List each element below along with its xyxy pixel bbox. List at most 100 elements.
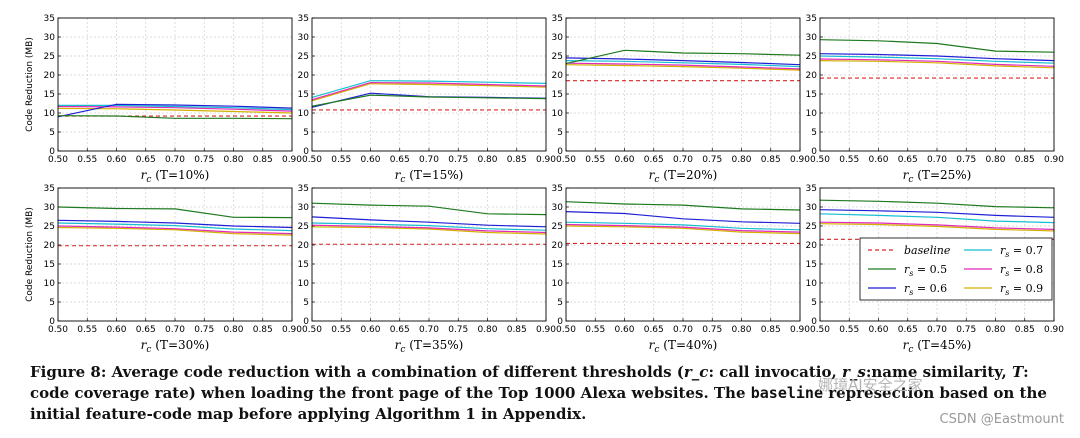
x-tick-label: 0.90 (790, 325, 810, 335)
x-tick-label: 0.70 (165, 155, 185, 165)
series-line-s9 (565, 225, 801, 235)
caption-rc: r_c (683, 363, 709, 381)
series-line-s5 (819, 39, 1055, 53)
x-tick-label: 0.85 (761, 155, 781, 165)
x-tick-label: 0.80 (731, 325, 751, 335)
x-tick-label: 0.60 (106, 155, 126, 165)
y-axis-label: Code Reduction (MB) (25, 207, 35, 302)
subplot-3: 0 5 10 15 20 25 30 35 0.50 0.55 0.60 0.65 0.70 0.75 0.… (552, 14, 811, 185)
series-line-s9 (819, 223, 1055, 232)
x-tick-label: 0.70 (419, 155, 439, 165)
y-tick-label: 15 (298, 90, 309, 100)
x-tick-label: 0.55 (331, 155, 351, 165)
x-tick-label: 0.55 (839, 155, 859, 165)
x-tick-label: 0.80 (985, 325, 1005, 335)
y-tick-label: 35 (44, 14, 55, 24)
x-tick-label: 0.50 (302, 155, 322, 165)
y-tick-label: 20 (552, 241, 564, 251)
x-tick-label: 0.80 (223, 155, 243, 165)
y-tick-label: 25 (298, 52, 309, 62)
series-line-s7 (57, 222, 293, 232)
x-tick-label: 0.65 (644, 325, 664, 335)
x-tick-label: 0.50 (48, 155, 68, 165)
x-tick-label: 0.75 (194, 325, 214, 335)
x-tick-label: 0.50 (810, 155, 830, 165)
x-tick-label: 0.60 (868, 155, 888, 165)
series-line-s5 (57, 206, 293, 219)
x-tick-label: 0.80 (985, 155, 1005, 165)
y-tick-label: 5 (557, 128, 563, 138)
series-line-s8 (311, 224, 547, 234)
x-tick-label: 0.80 (223, 325, 243, 335)
x-tick-label: 0.70 (419, 325, 439, 335)
subplot-4: 0 5 10 15 20 25 30 35 0.50 0.55 0.60 0.65 0.70 0.75 0.… (806, 14, 1065, 185)
x-tick-label: 0.65 (898, 155, 918, 165)
figure-8-chart-grid: 0 5 10 15 20 25 30 35 0.50 0.55 0.60 0.65 0.70 0.75 0.… (25, 14, 1065, 355)
series-line-s6 (311, 216, 547, 228)
y-tick-label: 5 (49, 298, 55, 308)
y-tick-label: 20 (806, 71, 818, 81)
plot-frame (819, 187, 1055, 322)
plot-frame (57, 17, 293, 152)
x-tick-label: 0.50 (48, 325, 68, 335)
x-tick-label: 0.90 (1044, 325, 1064, 335)
x-axis-label: rc (T=35%) (395, 338, 464, 355)
csdn-watermark: CSDN @Eastmount (939, 412, 1064, 427)
series-line-s5 (57, 115, 293, 120)
series-line-s7 (819, 55, 1055, 64)
y-tick-label: 30 (806, 33, 818, 43)
x-tick-label: 0.65 (136, 155, 156, 165)
x-tick-label: 0.70 (673, 155, 693, 165)
x-tick-label: 0.55 (585, 155, 605, 165)
series-line-s8 (57, 225, 293, 235)
y-tick-label: 0 (303, 317, 309, 327)
x-tick-label: 0.70 (927, 325, 947, 335)
y-tick-label: 15 (806, 90, 817, 100)
legend-label-s5: rs = 0.5 (904, 263, 947, 278)
x-tick-label: 0.55 (331, 325, 351, 335)
caption-baseline-mono: baseline (750, 384, 823, 402)
x-tick-label: 0.65 (390, 325, 410, 335)
y-tick-label: 30 (44, 33, 56, 43)
x-tick-label: 0.55 (585, 325, 605, 335)
wechat-watermark: 娜璋AI安全之家 (818, 376, 923, 394)
series-line-s7 (311, 80, 547, 98)
y-tick-label: 0 (49, 147, 55, 157)
x-tick-label: 0.65 (136, 325, 156, 335)
x-axis-label: rc (T=40%) (649, 338, 718, 355)
x-axis-label: rc (T=15%) (395, 168, 464, 185)
y-tick-label: 5 (303, 128, 309, 138)
series-line-s5 (311, 94, 547, 107)
x-tick-label: 0.75 (956, 155, 976, 165)
caption-part4: :name similarity, (865, 363, 1012, 381)
y-tick-label: 30 (806, 203, 818, 213)
legend-label-s7: rs = 0.7 (1000, 244, 1043, 259)
plot-frame (819, 17, 1055, 152)
series-line-s7 (819, 213, 1055, 224)
y-tick-label: 25 (44, 222, 55, 232)
series-line-s6 (565, 211, 801, 224)
series-line-s7 (58, 104, 293, 111)
subplot-7: 0 5 10 15 20 25 30 35 0.50 0.55 0.60 0.65 0.70 0.75 0.… (552, 184, 811, 355)
y-tick-label: 35 (806, 184, 817, 194)
x-axis-label: rc (T=45%) (903, 338, 972, 355)
x-tick-label: 0.65 (390, 155, 410, 165)
x-tick-label: 0.65 (898, 325, 918, 335)
x-tick-label: 0.75 (956, 325, 976, 335)
y-tick-label: 5 (49, 128, 55, 138)
x-tick-label: 0.60 (614, 325, 634, 335)
y-tick-label: 0 (49, 317, 55, 327)
plot-frame (565, 187, 801, 322)
y-tick-label: 35 (552, 14, 563, 24)
caption-part3: , (831, 363, 842, 381)
legend: baseline rs = 0.5 rs = 0.6 rs = 0.7 rs = 0.8… (859, 237, 1053, 301)
y-tick-label: 10 (298, 109, 310, 119)
legend-label-s9: rs = 0.9 (1000, 282, 1043, 297)
y-tick-label: 30 (44, 203, 56, 213)
x-tick-label: 0.50 (810, 325, 830, 335)
series-line-s9 (57, 226, 293, 236)
y-tick-label: 25 (552, 222, 563, 232)
series-line-s5 (819, 199, 1055, 209)
y-tick-label: 15 (44, 260, 55, 270)
caption-T: T (1012, 363, 1024, 381)
